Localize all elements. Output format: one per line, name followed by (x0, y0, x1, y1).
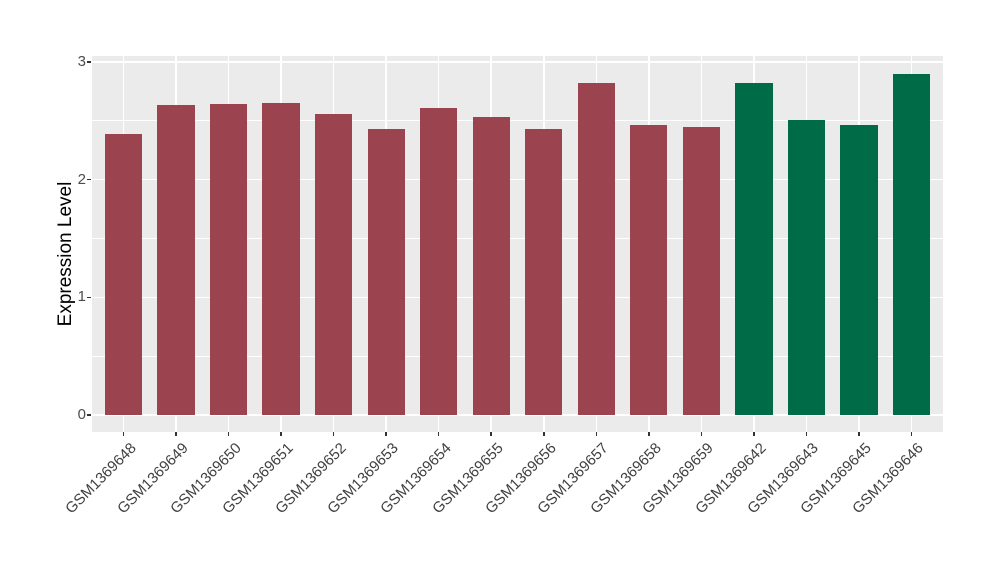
gridline-minor-horizontal (92, 238, 943, 239)
y-axis-tick-label: 1 (77, 288, 86, 306)
bar-GSM1369645 (840, 125, 878, 415)
y-tick-mark (87, 61, 91, 63)
x-tick-mark (385, 432, 387, 436)
x-tick-mark (227, 432, 230, 436)
bar-GSM1369651 (262, 103, 300, 415)
x-tick-mark (595, 432, 598, 436)
bar-GSM1369653 (367, 128, 405, 415)
bar-GSM1369652 (314, 113, 353, 415)
x-axis-tick-label: GSM1369653 (324, 439, 402, 518)
bar-GSM1369643 (787, 119, 826, 415)
bar-GSM1369658 (630, 125, 668, 415)
gridline-major-horizontal (92, 178, 943, 181)
bar-GSM1369655 (472, 117, 510, 415)
y-axis-tick-label: 2 (77, 170, 86, 188)
x-axis-tick-label: GSM1369646 (849, 439, 928, 518)
x-tick-mark (753, 432, 755, 436)
x-tick-mark (122, 432, 125, 436)
bar-GSM1369654 (420, 107, 458, 415)
gridline-minor-horizontal (92, 355, 943, 357)
gridline-major-horizontal (92, 61, 943, 63)
x-tick-mark (700, 432, 703, 436)
x-tick-mark (175, 432, 177, 436)
gridline-major-horizontal (92, 414, 943, 416)
x-tick-mark (543, 432, 545, 436)
gridline-major-horizontal (92, 296, 943, 298)
bar-GSM1369650 (209, 104, 248, 415)
x-tick-mark (858, 432, 860, 436)
y-tick-mark (87, 414, 91, 416)
x-tick-mark (648, 432, 650, 436)
bar-GSM1369642 (735, 83, 773, 415)
plot-panel (92, 56, 943, 432)
y-tick-mark (87, 178, 91, 181)
x-tick-mark (490, 432, 492, 436)
x-tick-mark (805, 432, 808, 436)
y-tick-mark (87, 296, 91, 298)
bar-GSM1369659 (682, 126, 720, 415)
x-axis-tick-label: GSM1369649 (114, 439, 192, 518)
x-tick-mark (332, 432, 335, 436)
bar-GSM1369648 (104, 133, 143, 415)
y-axis-tick-label: 0 (77, 405, 86, 423)
bar-GSM1369649 (157, 105, 195, 415)
gridline-minor-horizontal (92, 120, 943, 122)
y-axis-tick-label: 3 (77, 52, 86, 70)
bar-GSM1369646 (892, 73, 931, 415)
x-axis-tick-label: GSM1369651 (219, 439, 297, 518)
x-tick-mark (280, 432, 282, 436)
x-tick-mark (437, 432, 440, 436)
bar-GSM1369656 (525, 128, 563, 415)
x-tick-mark (910, 432, 913, 436)
bar-GSM1369657 (577, 83, 615, 415)
